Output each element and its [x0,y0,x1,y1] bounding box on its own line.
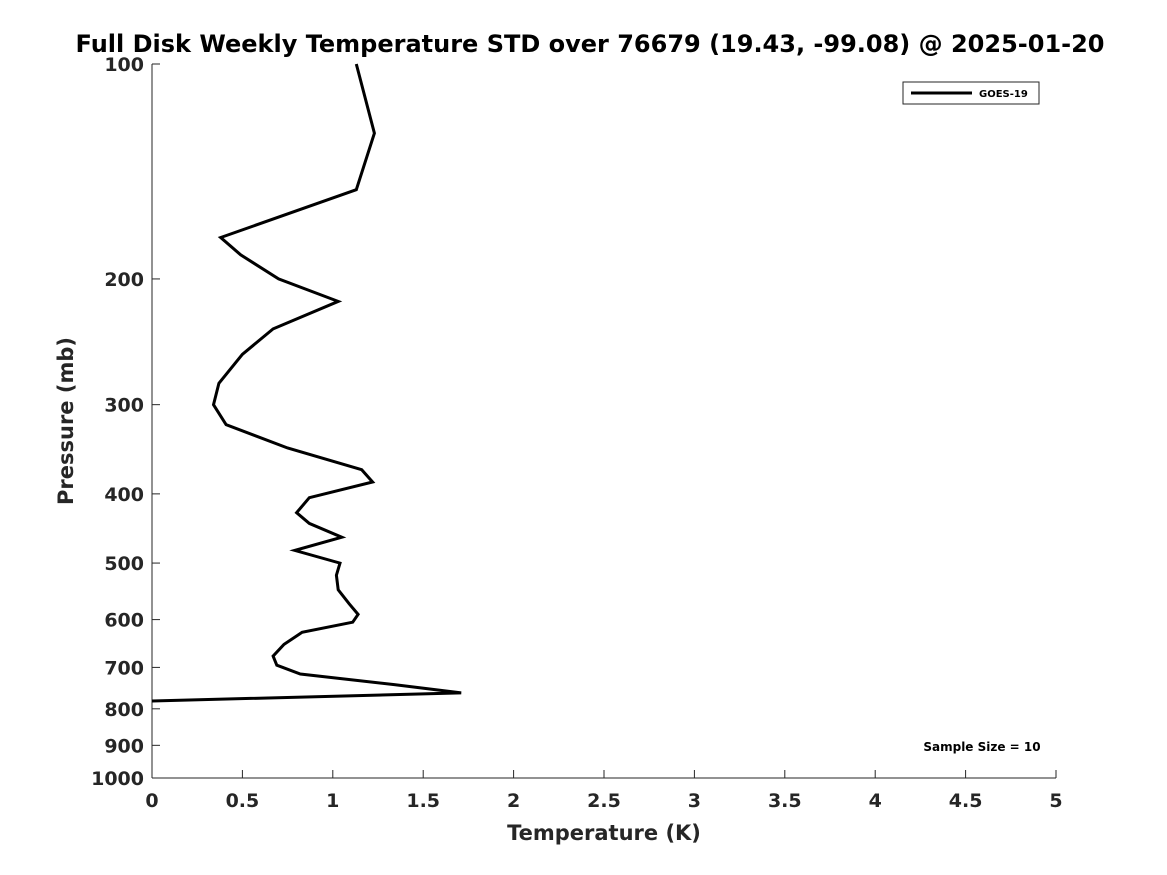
y-tick-label: 200 [104,269,144,291]
x-axis-ticks: 0 0.5 1 1.5 2 2.5 3 3.5 4 4.5 5 [145,770,1063,812]
x-tick-label: 0.5 [226,790,260,812]
y-tick-label: 300 [104,395,144,417]
sample-size-annotation: Sample Size = 10 [923,740,1040,754]
y-tick-label: 900 [104,735,144,757]
series-line-goes-19 [151,63,462,703]
x-tick-label: 4 [869,790,882,812]
y-axis-ticks: 100 200 300 400 500 600 700 800 900 1000 [91,54,160,790]
legend: GOES-19 [902,81,1040,105]
x-tick-label: 1 [326,790,339,812]
x-tick-label: 0 [145,790,158,812]
y-tick-label: 1000 [91,768,144,790]
x-tick-label: 2.5 [587,790,621,812]
y-tick-label: 400 [104,484,144,506]
y-tick-label: 100 [104,54,144,76]
x-tick-label: 5 [1049,790,1062,812]
x-tick-label: 3 [688,790,701,812]
y-tick-label: 700 [104,657,144,679]
x-axis-label: Temperature (K) [507,821,701,845]
y-tick-label: 800 [104,699,144,721]
x-tick-label: 2 [507,790,520,812]
y-tick-label: 600 [104,610,144,632]
y-tick-label: 500 [104,553,144,575]
x-tick-label: 1.5 [406,790,440,812]
x-tick-label: 3.5 [768,790,802,812]
legend-entry-goes-19: GOES-19 [979,89,1028,100]
y-axis-label: Pressure (mb) [54,337,78,505]
chart-title: Full Disk Weekly Temperature STD over 76… [76,30,1105,58]
series-layer [151,63,462,703]
x-tick-label: 4.5 [949,790,983,812]
